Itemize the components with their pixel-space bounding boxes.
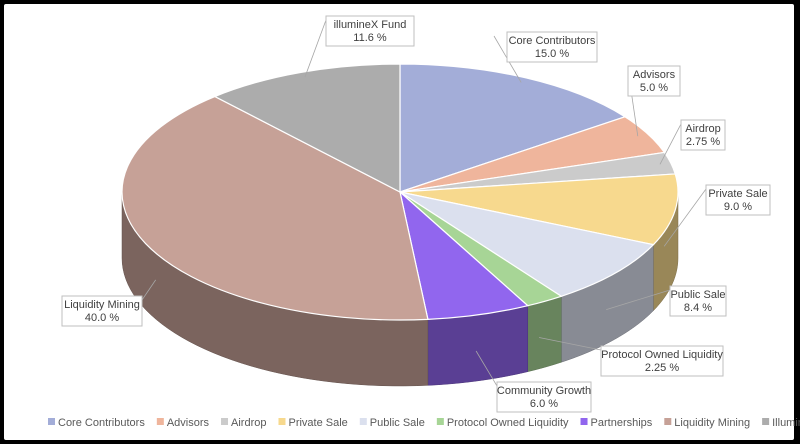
legend-label: Core Contributors <box>58 417 145 429</box>
leader-line-airdrop <box>659 123 682 165</box>
leader-line-partnerships <box>475 350 498 387</box>
pie-slice-liquidity-mining <box>121 95 429 321</box>
legend-item-liquidity-mining: Liquidity Mining <box>664 417 750 429</box>
legend-item-airdrop: Airdrop <box>221 417 266 429</box>
leader-line-private-sale <box>663 188 707 247</box>
data-label-value: 9.0 % <box>724 201 752 213</box>
legend-swatch <box>664 418 672 425</box>
pie-side-protocol-owned-liquidity <box>527 295 562 372</box>
data-label-name: Core Contributors <box>509 35 596 47</box>
legend-label: Illuminex Fund <box>772 417 800 429</box>
data-label-name: Protocol Owned Liquidity <box>601 349 723 361</box>
data-label-value: 6.0 % <box>530 398 558 410</box>
legend-label: Private Sale <box>288 417 347 429</box>
data-label-name: Advisors <box>633 69 676 81</box>
legend-label: Protocol Owned Liquidity <box>447 417 569 429</box>
legend-item-advisors: Advisors <box>156 417 210 429</box>
data-label-box <box>506 31 598 63</box>
data-label-box <box>669 285 727 317</box>
legend-swatch <box>278 418 286 425</box>
legend-item-private-sale: Private Sale <box>278 417 348 429</box>
data-label-name: Community Growth <box>497 385 591 397</box>
legend-label: Partnerships <box>591 417 653 429</box>
data-label-name: illumineX Fund <box>334 19 407 31</box>
legend: Core Contributors Advisors Airdrop Private … <box>48 417 800 429</box>
legend-item-illuminex-fund: Illuminex Fund <box>762 417 800 429</box>
legend-swatch <box>221 418 229 425</box>
legend-swatch <box>359 418 367 425</box>
leader-line-public-sale <box>606 289 671 310</box>
legend-swatch <box>762 418 770 425</box>
data-label-name: Airdrop <box>685 123 720 135</box>
pie-slice-public-sale <box>399 191 655 297</box>
legend-item-public-sale: Public Sale <box>359 417 425 429</box>
legend-swatch <box>436 418 444 425</box>
pie-top-faces <box>121 63 679 321</box>
pie-side-walls <box>121 191 679 387</box>
data-label-value: 15.0 % <box>535 48 569 60</box>
legend-label: Airdrop <box>231 417 266 429</box>
legend-swatch <box>48 418 55 425</box>
label-leader-lines <box>141 19 707 387</box>
data-label-value: 5.0 % <box>640 82 668 94</box>
data-label-value: 11.6 % <box>353 32 387 44</box>
data-label-box <box>61 295 143 327</box>
legend-label: Liquidity Mining <box>674 417 750 429</box>
data-label-box <box>600 345 724 377</box>
data-label-box <box>680 119 726 151</box>
data-label-value: 2.75 % <box>686 136 720 148</box>
pie-slice-illuminex-fund <box>213 63 401 193</box>
legend-item-protocol-owned-liquidity: Protocol Owned Liquidity <box>436 417 569 429</box>
legend-item-partnerships: Partnerships <box>580 417 653 429</box>
legend-swatch <box>156 418 164 425</box>
legend-swatch <box>580 418 588 425</box>
data-label-box <box>705 184 771 216</box>
data-label-value: 2.25 % <box>645 362 679 374</box>
pie-slice-private-sale <box>399 173 679 246</box>
leader-line-illuminex-fund <box>304 19 327 78</box>
pie-slice-core-contributors <box>399 63 627 193</box>
legend-item-core-contributors: Core Contributors <box>48 417 145 429</box>
data-label-value: 40.0 % <box>85 312 119 324</box>
data-label-name: Liquidity Mining <box>64 299 140 311</box>
data-label-box <box>627 65 681 97</box>
legend-label: Advisors <box>167 417 210 429</box>
data-label-name: Public Sale <box>670 289 725 301</box>
legend-label: Public Sale <box>370 417 425 429</box>
leader-line-liquidity-mining <box>141 279 157 301</box>
data-label-box <box>496 381 592 413</box>
data-label-value: 8.4 % <box>684 302 712 314</box>
data-label-name: Private Sale <box>708 188 767 200</box>
data-label-box <box>325 15 415 47</box>
leader-line-protocol-owned-liquidity <box>539 337 602 351</box>
